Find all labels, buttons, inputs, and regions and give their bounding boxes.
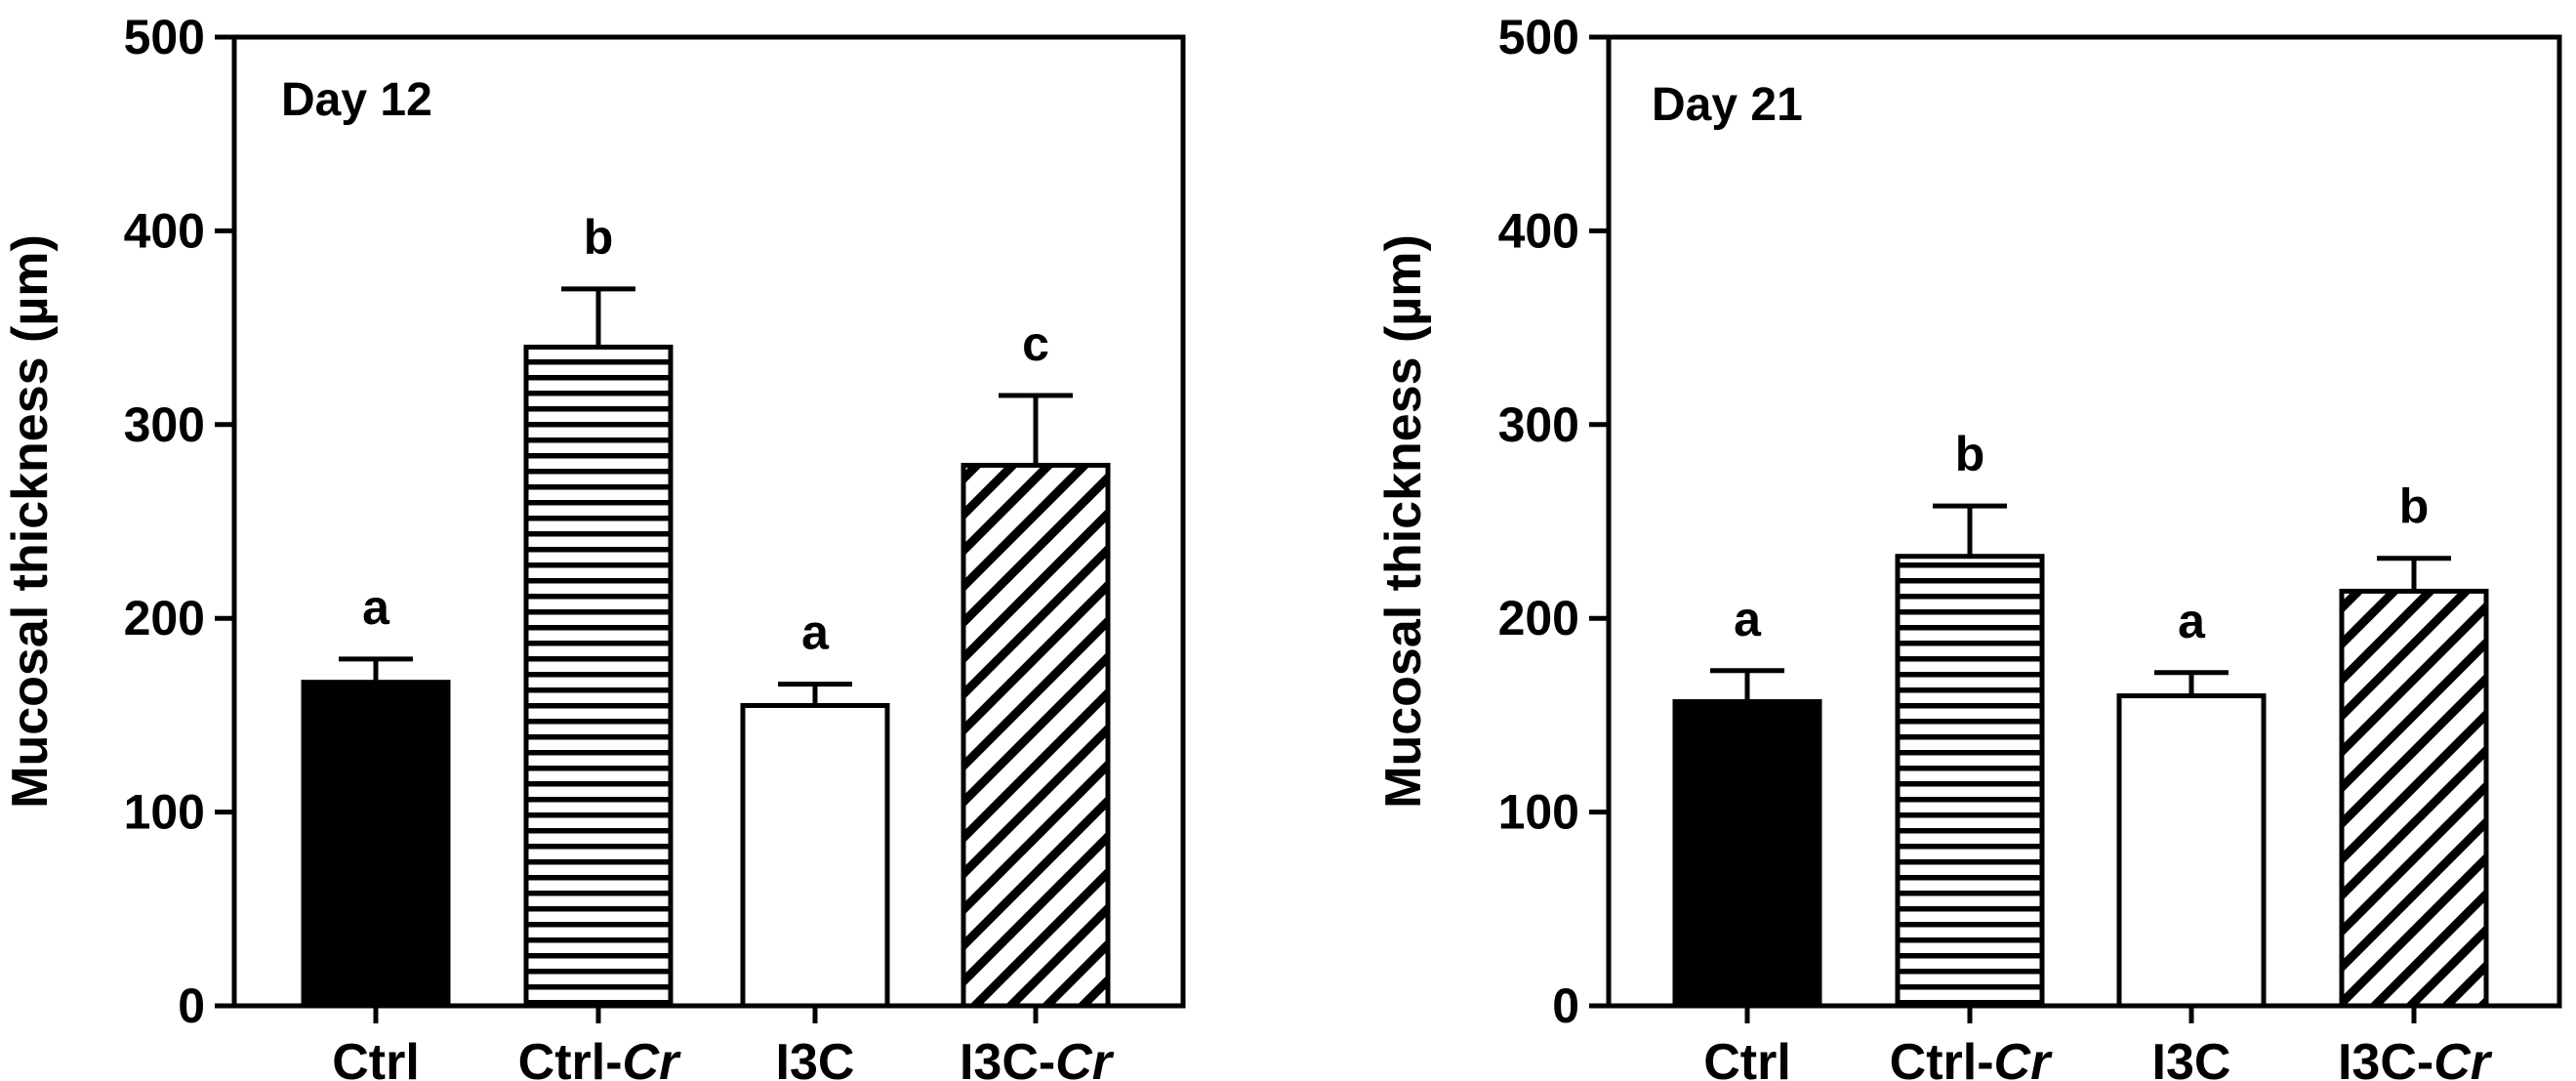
- category-suffix: Cr: [1994, 1034, 2054, 1081]
- significance-letter: b: [2399, 479, 2430, 534]
- category-main: I3C-: [960, 1034, 1055, 1081]
- category-suffix: Cr: [623, 1034, 682, 1081]
- category-suffix: Cr: [1055, 1034, 1115, 1081]
- y-tick-label: 500: [124, 10, 205, 64]
- category-label: Ctrl-Cr: [518, 1034, 681, 1081]
- y-tick-label: 200: [124, 591, 205, 645]
- y-tick-label: 300: [124, 397, 205, 452]
- significance-letter: a: [1734, 592, 1762, 646]
- category-label: Ctrl: [1703, 1034, 1791, 1081]
- y-tick-label: 300: [1498, 397, 1579, 452]
- y-tick-label: 400: [124, 203, 205, 258]
- panel-title: Day 12: [281, 74, 432, 126]
- panel-2: 0 100 200 300 400 500 Mucosal thickness (µm) Da…: [1375, 10, 2562, 1081]
- category-label: I3C-Cr: [960, 1034, 1115, 1081]
- category-main: I3C: [2152, 1034, 2231, 1081]
- category-label: I3C-Cr: [2338, 1034, 2493, 1081]
- bar-3: [961, 462, 1111, 1009]
- y-axis-label: Mucosal thickness (µm): [2, 234, 59, 809]
- plot-frame: [231, 34, 1186, 1009]
- significance-letter: b: [1955, 427, 1985, 481]
- category-main: Ctrl: [332, 1034, 420, 1081]
- panel-title: Day 21: [1652, 79, 1803, 131]
- significance-letter: a: [801, 605, 830, 660]
- bar-2: [740, 702, 890, 1009]
- significance-letter: b: [584, 210, 614, 265]
- bar-1: [1895, 554, 2045, 1009]
- category-label: I3C: [2152, 1034, 2231, 1081]
- y-tick-label: 200: [1498, 591, 1579, 645]
- y-tick-label: 500: [1498, 10, 1579, 64]
- significance-letter: c: [1022, 316, 1049, 371]
- y-tick-label: 0: [1552, 978, 1579, 1033]
- y-tick-label: 100: [124, 785, 205, 840]
- category-main: Ctrl-: [1890, 1034, 1994, 1081]
- category-main: I3C-: [2338, 1034, 2433, 1081]
- panel-1: 0 100 200 300 400 500 Mucosal thickness (µm) Da…: [2, 10, 1186, 1081]
- category-main: I3C: [776, 1034, 855, 1081]
- y-tick-label: 400: [1498, 203, 1579, 258]
- bar-0: [301, 680, 451, 1009]
- category-label: Ctrl: [332, 1034, 420, 1081]
- y-tick-label: 0: [178, 978, 205, 1033]
- category-main: Ctrl-: [518, 1034, 623, 1081]
- category-label: Ctrl-Cr: [1890, 1034, 2053, 1081]
- plot-frame: [1606, 34, 2562, 1009]
- chart-panels: 0 100 200 300 400 500 Mucosal thickness (µm) Da…: [2, 10, 2562, 1081]
- bar-0: [1672, 699, 1822, 1009]
- significance-letter: a: [2178, 594, 2206, 648]
- bar-3: [2339, 588, 2489, 1009]
- category-main: Ctrl: [1703, 1034, 1791, 1081]
- y-axis-label: Mucosal thickness (µm): [1375, 234, 1432, 809]
- y-tick-label: 100: [1498, 785, 1579, 840]
- category-label: I3C: [776, 1034, 855, 1081]
- bar-1: [523, 344, 674, 1009]
- category-suffix: Cr: [2433, 1034, 2493, 1081]
- significance-letter: a: [362, 580, 390, 635]
- bar-2: [2116, 693, 2267, 1009]
